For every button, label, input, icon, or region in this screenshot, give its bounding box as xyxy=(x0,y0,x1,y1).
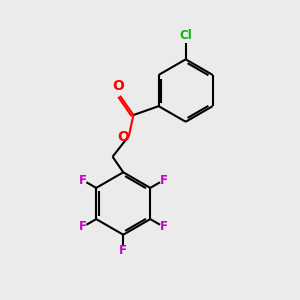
Text: Cl: Cl xyxy=(179,28,192,41)
Text: F: F xyxy=(160,174,168,187)
Text: F: F xyxy=(79,174,87,187)
Text: O: O xyxy=(112,79,124,93)
Text: O: O xyxy=(118,130,130,144)
Text: F: F xyxy=(79,220,87,233)
Text: F: F xyxy=(160,220,168,233)
Text: F: F xyxy=(119,244,127,257)
